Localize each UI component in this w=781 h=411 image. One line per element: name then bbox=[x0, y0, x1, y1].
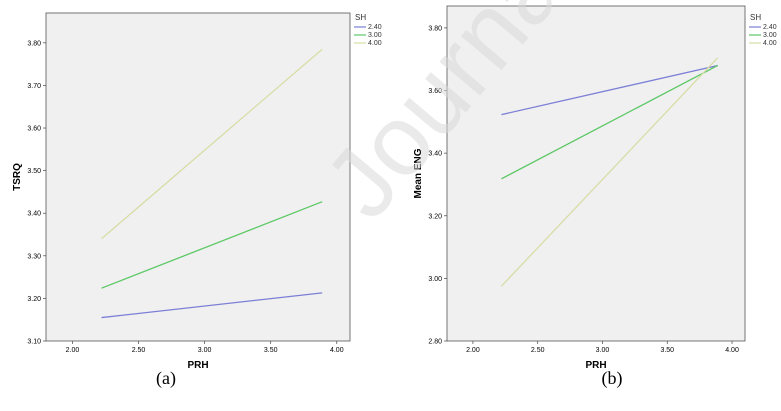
y-tick-label: 3.40 bbox=[27, 211, 41, 218]
y-tick-label: 3.60 bbox=[27, 126, 41, 133]
legend-label: 3.00 bbox=[763, 32, 777, 39]
plot-area bbox=[46, 13, 350, 341]
y-tick-label: 3.10 bbox=[27, 339, 41, 346]
x-tick-label: 3.00 bbox=[198, 347, 212, 354]
x-tick-label: 4.00 bbox=[725, 347, 739, 354]
panel-caption: (a) bbox=[156, 368, 176, 389]
x-tick-label: 3.00 bbox=[596, 347, 610, 354]
x-tick-label: 2.00 bbox=[466, 347, 480, 354]
x-tick-label: 4.00 bbox=[330, 347, 344, 354]
legend: SH2.403.004.00 bbox=[354, 13, 382, 47]
x-tick-label: 2.50 bbox=[132, 347, 146, 354]
y-tick-label: 3.00 bbox=[428, 276, 442, 283]
x-tick-label: 3.50 bbox=[264, 347, 278, 354]
y-tick-label: 3.80 bbox=[27, 40, 41, 47]
y-tick-label: 3.50 bbox=[27, 168, 41, 175]
y-tick-label: 2.80 bbox=[428, 339, 442, 346]
y-axis-label: TSRQ bbox=[12, 163, 23, 191]
chart-panel-1: 3.10 3.20 3.30 3.40 3.50 3.60 3.70 3.80 2.00 2.50… bbox=[12, 13, 382, 389]
x-tick-label: 3.50 bbox=[660, 347, 674, 354]
y-tick-label: 3.30 bbox=[27, 253, 41, 260]
legend-title: SH bbox=[750, 13, 761, 22]
y-tick-label: 3.20 bbox=[27, 296, 41, 303]
legend-title: SH bbox=[355, 13, 366, 22]
x-tick-label: 2.00 bbox=[66, 347, 80, 354]
x-axis-label: PRH bbox=[187, 360, 208, 371]
legend-label: 2.40 bbox=[368, 24, 382, 31]
legend-label: 4.00 bbox=[763, 40, 777, 47]
legend-label: 3.00 bbox=[368, 32, 382, 39]
legend-label: 2.40 bbox=[763, 24, 777, 31]
legend-label: 4.00 bbox=[368, 40, 382, 47]
x-tick-label: 2.50 bbox=[531, 347, 545, 354]
panel-caption: (b) bbox=[602, 368, 623, 389]
y-tick-label: 3.20 bbox=[428, 213, 442, 220]
legend: SH2.403.004.00 bbox=[749, 13, 777, 47]
y-tick-label: 3.70 bbox=[27, 83, 41, 90]
